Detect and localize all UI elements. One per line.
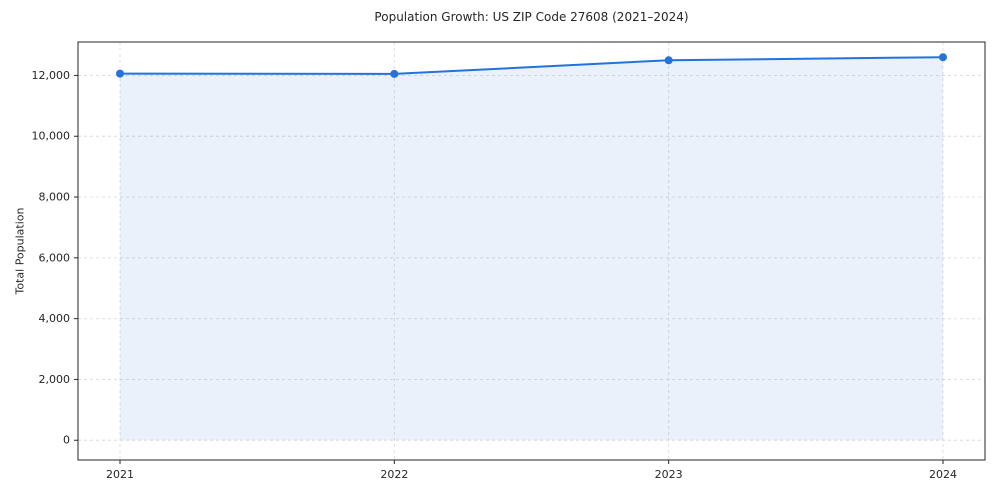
data-point	[116, 69, 124, 78]
y-tick-label: 8,000	[39, 191, 71, 204]
data-point	[390, 69, 399, 78]
y-tick-label: 10,000	[32, 130, 71, 143]
x-tick-label: 2023	[655, 468, 683, 481]
plot-border	[77, 41, 986, 461]
y-tick-label: 6,000	[39, 251, 71, 264]
x-tick-label: 2022	[380, 468, 408, 481]
line-series	[119, 56, 944, 75]
y-tick-label: 12,000	[32, 69, 71, 82]
y-tick-label: 0	[63, 434, 70, 447]
x-tick-label: 2021	[106, 468, 134, 481]
y-tick-label: 2,000	[39, 373, 71, 386]
data-point	[664, 56, 673, 65]
chart-title: Population Growth: US ZIP Code 27608 (20…	[374, 10, 689, 24]
y-tick-label: 4,000	[39, 312, 71, 325]
area-fill	[120, 57, 943, 441]
data-point	[939, 53, 947, 62]
x-tick-label: 2024	[929, 468, 957, 481]
